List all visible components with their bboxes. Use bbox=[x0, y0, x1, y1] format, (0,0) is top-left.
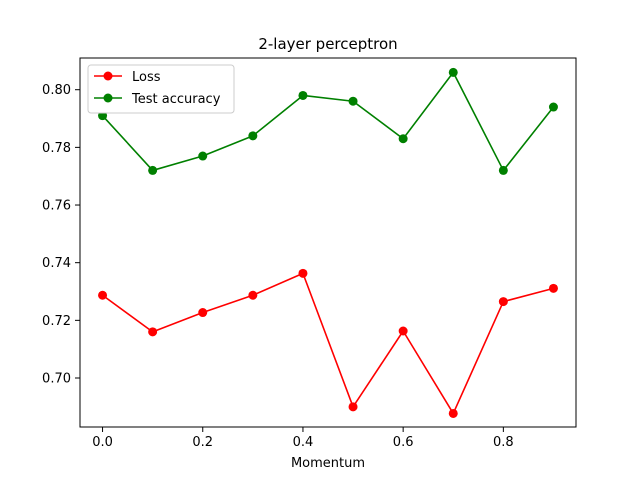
data-point-loss bbox=[198, 308, 208, 318]
data-point-loss bbox=[548, 283, 558, 293]
data-point-loss bbox=[448, 408, 458, 418]
data-point-loss bbox=[498, 297, 508, 307]
y-tick-label: 0.80 bbox=[42, 83, 71, 98]
data-point-loss bbox=[298, 268, 308, 278]
data-point-test-accuracy bbox=[398, 134, 408, 144]
legend-label-test-accuracy: Test accuracy bbox=[131, 92, 221, 107]
y-tick-label: 0.74 bbox=[42, 256, 71, 271]
series-line-loss bbox=[101, 272, 555, 415]
x-tick-label: 0.0 bbox=[92, 435, 113, 450]
x-tick-label: 0.4 bbox=[293, 435, 314, 450]
legend-marker-test-accuracy bbox=[103, 93, 113, 103]
data-point-loss bbox=[248, 290, 258, 300]
data-point-loss bbox=[148, 327, 158, 337]
legend-label-loss: Loss bbox=[132, 70, 161, 85]
y-tick-label: 0.70 bbox=[42, 371, 71, 386]
plot-area-frame bbox=[79, 57, 577, 428]
data-point-test-accuracy bbox=[298, 90, 308, 100]
data-point-loss bbox=[348, 402, 358, 412]
y-tick-label: 0.76 bbox=[42, 199, 71, 214]
x-tick-label: 0.8 bbox=[493, 435, 514, 450]
legend-box bbox=[87, 64, 235, 114]
x-axis-label: Momentum bbox=[291, 456, 365, 471]
x-tick-label: 0.2 bbox=[192, 435, 213, 450]
data-point-test-accuracy bbox=[548, 102, 558, 112]
legend-marker-loss bbox=[103, 71, 113, 81]
y-tick-label: 0.78 bbox=[42, 141, 71, 156]
data-point-test-accuracy bbox=[348, 96, 358, 106]
data-point-test-accuracy bbox=[198, 151, 208, 161]
series-layer bbox=[98, 67, 558, 418]
data-point-loss bbox=[398, 326, 408, 336]
axis-layer: 0.0 0.2 0.4 0.6 0.8 0.70 0.72 0.74 0.76 0.78 0.80 bbox=[42, 83, 514, 450]
legend: Loss Test accuracy bbox=[87, 64, 235, 114]
chart-title: 2-layer perceptron bbox=[258, 35, 397, 53]
data-point-loss bbox=[98, 290, 108, 300]
data-point-test-accuracy bbox=[448, 67, 458, 77]
data-point-test-accuracy bbox=[148, 165, 158, 175]
series-line-test-accuracy bbox=[101, 71, 555, 172]
data-point-test-accuracy bbox=[498, 165, 508, 175]
y-tick-label: 0.72 bbox=[42, 314, 71, 329]
data-point-test-accuracy bbox=[248, 131, 258, 141]
x-tick-label: 0.6 bbox=[393, 435, 414, 450]
